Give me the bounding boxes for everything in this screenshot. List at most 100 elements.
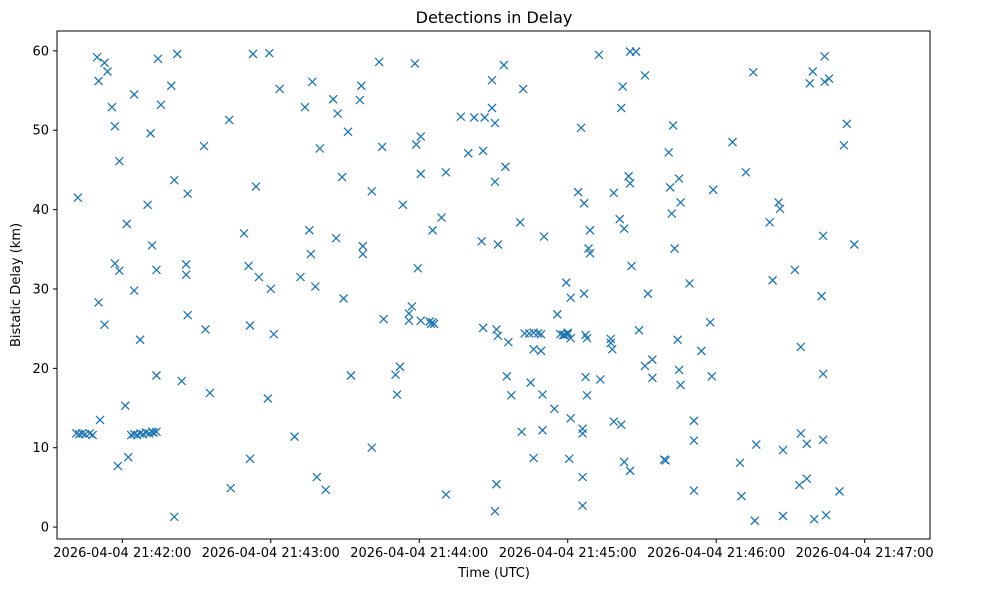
data-point	[123, 452, 133, 462]
x-tick-label: 2026-04-04 21:47:00	[796, 546, 934, 561]
data-point	[391, 370, 400, 380]
data-point	[456, 112, 466, 122]
data-point	[595, 374, 605, 384]
data-point	[609, 188, 619, 198]
data-point	[579, 198, 589, 208]
data-point	[300, 102, 310, 112]
data-point	[310, 282, 320, 292]
data-point	[741, 167, 751, 177]
data-point	[480, 113, 490, 122]
data-point	[566, 293, 576, 303]
data-point	[518, 84, 528, 94]
y-tick-label: 40	[32, 203, 49, 218]
data-point	[842, 119, 852, 129]
data-point	[331, 233, 341, 243]
data-point	[582, 390, 592, 400]
data-point	[110, 259, 120, 269]
data-point	[685, 278, 694, 288]
data-point	[152, 371, 161, 380]
data-point	[618, 82, 628, 92]
data-point	[88, 430, 98, 440]
data-point	[152, 427, 161, 437]
data-point	[539, 232, 549, 242]
data-point	[802, 439, 812, 449]
plot-frame	[56, 30, 931, 540]
data-point	[296, 272, 305, 282]
data-point	[585, 248, 595, 258]
data-point	[315, 144, 325, 153]
data-point	[120, 401, 130, 411]
data-point	[404, 309, 414, 319]
data-point	[328, 94, 338, 104]
data-point	[538, 425, 547, 435]
data-point	[500, 162, 510, 172]
data-point	[429, 319, 439, 329]
data-point	[146, 128, 155, 138]
data-point	[304, 225, 314, 235]
data-point	[549, 404, 559, 414]
data-point	[205, 388, 215, 398]
data-point	[346, 371, 356, 380]
data-point	[321, 485, 331, 495]
data-point	[404, 316, 414, 326]
data-point	[312, 472, 322, 482]
data-point	[517, 427, 527, 437]
data-point	[625, 466, 635, 476]
data-point	[818, 231, 828, 241]
data-point	[492, 479, 501, 489]
x-tick-label: 2026-04-04 21:45:00	[499, 546, 637, 561]
data-point	[676, 380, 686, 390]
data-point	[100, 320, 109, 330]
data-point	[616, 103, 626, 113]
data-point	[573, 187, 583, 197]
data-point	[631, 47, 641, 57]
data-point	[441, 167, 451, 177]
data-point	[817, 291, 827, 301]
data-point	[416, 169, 426, 179]
data-point	[263, 394, 273, 403]
data-point	[661, 455, 671, 465]
data-point	[578, 428, 588, 438]
data-point	[502, 371, 512, 381]
x-tick-label: 2026-04-04 21:44:00	[350, 546, 488, 561]
data-point	[149, 428, 158, 438]
data-point	[750, 516, 760, 526]
data-point	[529, 453, 539, 463]
data-point	[499, 60, 509, 70]
data-point	[493, 240, 503, 249]
data-point	[490, 118, 500, 128]
data-point	[667, 209, 677, 219]
data-point	[487, 75, 497, 85]
data-point	[490, 177, 500, 187]
data-point	[576, 123, 586, 133]
data-point	[333, 109, 343, 119]
data-point	[607, 344, 617, 354]
data-point	[563, 328, 573, 338]
data-point	[95, 415, 105, 425]
data-point	[794, 480, 804, 490]
data-point	[367, 186, 377, 196]
x-tick-label: 2026-04-04 21:46:00	[647, 546, 785, 561]
y-tick-label: 30	[32, 282, 49, 297]
data-point	[487, 103, 497, 113]
y-axis-ticks: 0 10 20 30 40 50 60	[32, 44, 57, 536]
data-point	[275, 84, 285, 94]
data-point	[94, 298, 104, 307]
data-point	[92, 52, 102, 62]
data-point	[536, 329, 546, 339]
data-point	[735, 458, 745, 468]
data-point	[244, 261, 253, 271]
data-point	[674, 174, 684, 184]
data-point	[77, 428, 87, 438]
data-point	[578, 501, 588, 511]
data-point	[478, 146, 488, 156]
data-point	[696, 346, 706, 356]
data-point	[689, 486, 699, 496]
data-point	[578, 472, 588, 482]
data-point	[728, 137, 737, 147]
data-point	[566, 333, 576, 343]
data-point	[515, 217, 525, 227]
data-point	[673, 335, 683, 345]
